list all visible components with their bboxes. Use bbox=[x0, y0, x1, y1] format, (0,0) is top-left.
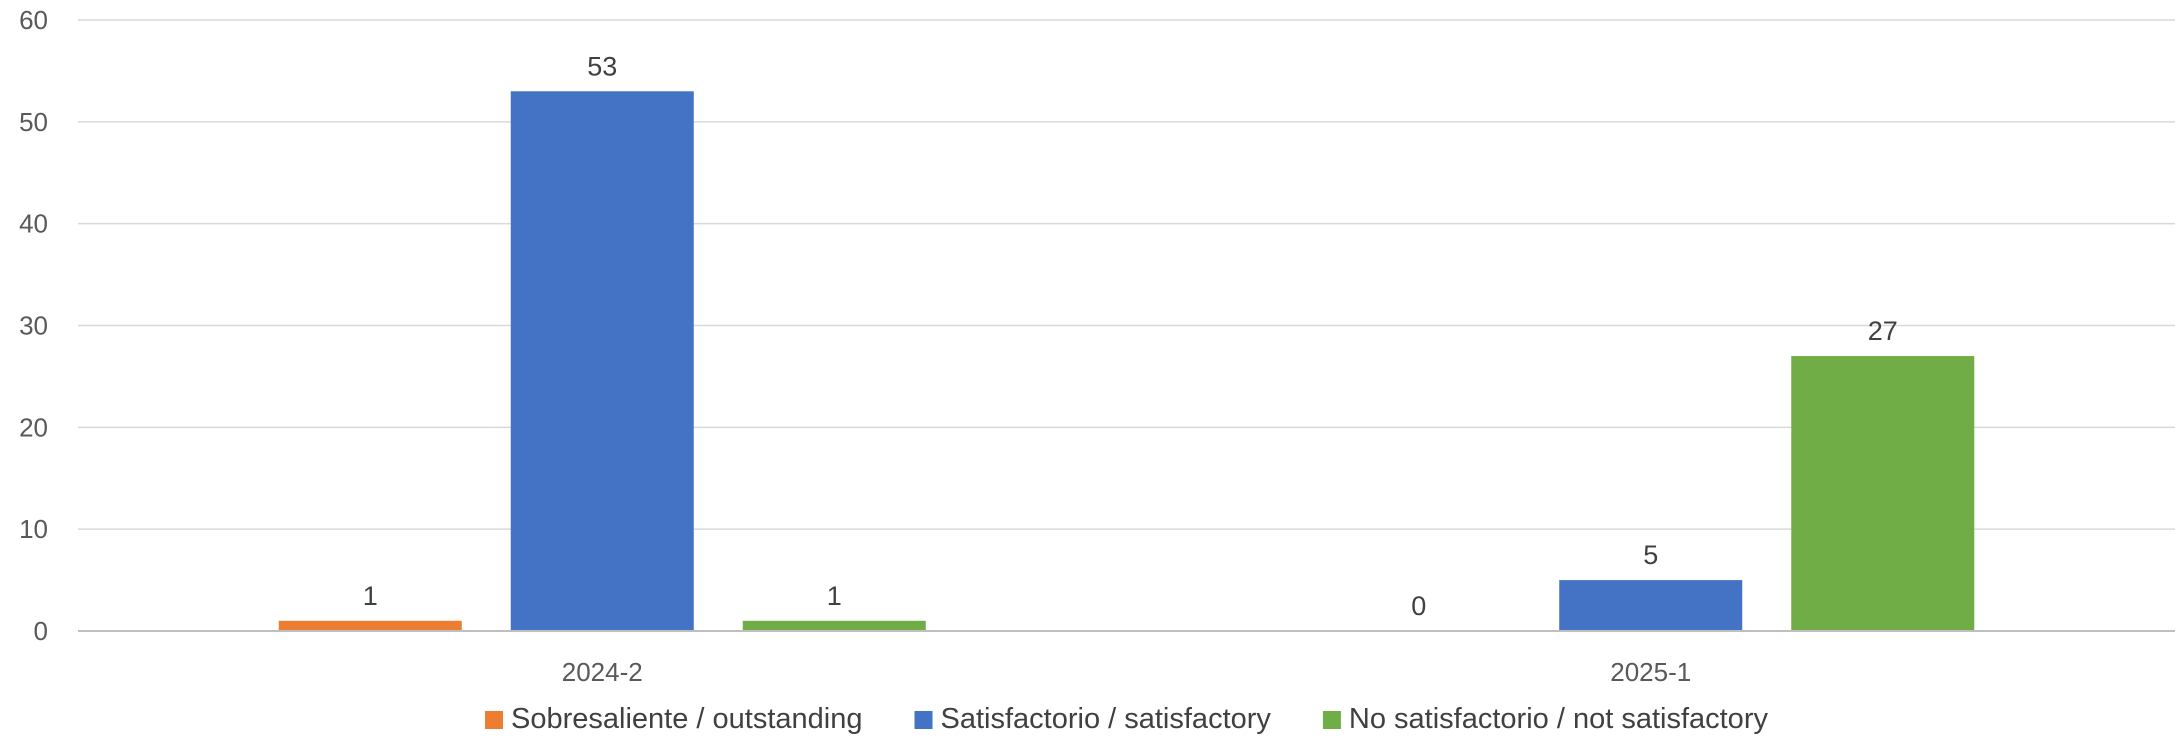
data-label: 1 bbox=[363, 581, 378, 611]
legend-item: No satisfactorio / not satisfactory bbox=[1322, 703, 1769, 735]
data-label: 53 bbox=[587, 51, 617, 81]
y-tick-label: 20 bbox=[19, 412, 48, 442]
data-label: 27 bbox=[1868, 316, 1898, 346]
legend-label: No satisfactorio / not satisfactory bbox=[1349, 703, 1769, 735]
data-label: 5 bbox=[1643, 540, 1658, 570]
legend: Sobresaliente / outstanding Satisfactorio… bbox=[485, 703, 1768, 735]
y-axis: 0 10 20 30 40 50 60 bbox=[19, 5, 48, 646]
bars bbox=[278, 91, 1975, 632]
x-axis: 2024-2 2025-1 bbox=[78, 630, 2175, 687]
bar bbox=[510, 91, 694, 632]
bar bbox=[278, 620, 462, 631]
bar bbox=[742, 620, 926, 631]
y-tick-label: 10 bbox=[19, 514, 48, 544]
legend-swatch bbox=[1322, 711, 1341, 729]
legend-label: Sobresaliente / outstanding bbox=[511, 703, 862, 735]
bar bbox=[1791, 356, 1975, 631]
x-tick-label: 2025-1 bbox=[1610, 657, 1691, 687]
grid-lines bbox=[78, 19, 2175, 632]
legend-item: Sobresaliente / outstanding bbox=[485, 703, 863, 735]
y-tick-label: 0 bbox=[34, 616, 48, 646]
x-tick-label: 2024-2 bbox=[562, 657, 643, 687]
legend-swatch bbox=[914, 711, 933, 729]
data-label: 0 bbox=[1411, 591, 1426, 621]
data-labels: 1 53 1 0 5 27 bbox=[363, 51, 1898, 621]
y-tick-label: 60 bbox=[19, 5, 48, 35]
legend-label: Satisfactorio / satisfactory bbox=[941, 703, 1272, 735]
legend-item: Satisfactorio / satisfactory bbox=[914, 703, 1272, 735]
y-tick-label: 30 bbox=[19, 311, 48, 341]
bar bbox=[1559, 580, 1743, 631]
data-label: 1 bbox=[827, 581, 842, 611]
legend-swatch bbox=[485, 711, 504, 729]
y-tick-label: 40 bbox=[19, 209, 48, 239]
y-tick-label: 50 bbox=[19, 107, 48, 137]
